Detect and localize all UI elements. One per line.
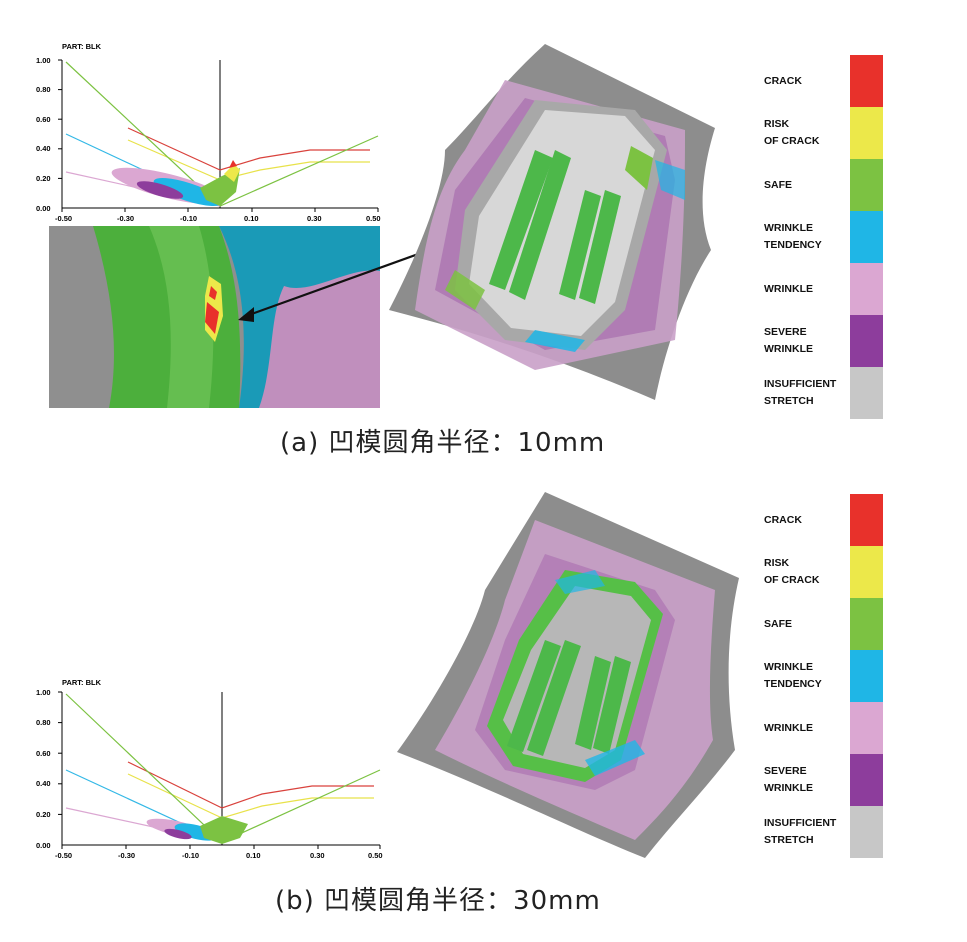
- legend-swatch-wrinkle-tendency: [850, 211, 883, 263]
- legend-item-wrinkle: WRINKLE: [760, 702, 960, 754]
- legend-swatch-risk: [850, 546, 883, 598]
- x-tick: 0.30: [310, 851, 325, 860]
- legend-label: SEVERE WRINKLE: [764, 765, 813, 794]
- x-tick: -0.50: [55, 214, 72, 223]
- y-tick: 0.60: [36, 115, 51, 124]
- legend-swatch-wrinkle: [850, 702, 883, 754]
- legend-label: WRINKLE: [764, 282, 813, 295]
- flc-risk-curve: [127, 139, 370, 181]
- x-tick: 0.10: [244, 214, 259, 223]
- flc-crack-curve: [127, 761, 374, 809]
- panel-a: PART: BLK 1.00 0.80 0.60 0.40 0.20 0.00 …: [0, 0, 967, 470]
- flc-part-label: PART: BLK: [62, 678, 102, 687]
- legend-item-risk-of-crack: RISK OF CRACK: [760, 107, 960, 159]
- legend-label: INSUFFICIENT STRETCH: [764, 378, 837, 407]
- legend-item-insufficient-stretch: INSUFFICIENT STRETCH: [760, 806, 960, 858]
- legend-item-safe: SAFE: [760, 598, 960, 650]
- legend-swatch-wrinkle-tendency: [850, 650, 883, 702]
- y-tick: 0.60: [36, 749, 51, 758]
- legend-item-crack: CRACK: [760, 494, 960, 546]
- x-tick: 0.50: [366, 214, 381, 223]
- legend-item-insufficient-stretch: INSUFFICIENT STRETCH: [760, 367, 960, 419]
- legend-item-severe-wrinkle: SEVERE WRINKLE: [760, 754, 960, 806]
- legend-swatch-safe: [850, 159, 883, 211]
- x-tick: 0.10: [246, 851, 261, 860]
- legend-label: RISK OF CRACK: [764, 557, 820, 586]
- flc-part-label: PART: BLK: [62, 42, 102, 51]
- legend-item-crack: CRACK: [760, 55, 960, 107]
- legend-swatch-severe-wrinkle: [850, 315, 883, 367]
- legend-swatch-insufficient-stretch: [850, 806, 883, 858]
- legend-label: CRACK: [764, 74, 802, 87]
- flc-chart-b: PART: BLK 1.00 0.80 0.60 0.40 0.20 0.00 …: [36, 678, 383, 860]
- legend-label: INSUFFICIENT STRETCH: [764, 817, 837, 846]
- x-tick: -0.10: [180, 214, 197, 223]
- y-tick: 0.20: [36, 810, 51, 819]
- zoom-arrowhead: [238, 307, 254, 322]
- y-tick: 0.40: [36, 144, 51, 153]
- x-tick: 0.30: [307, 214, 322, 223]
- y-tick: 1.00: [36, 688, 51, 697]
- legend-label: CRACK: [764, 513, 802, 526]
- x-tick: 0.50: [368, 851, 383, 860]
- flc-chart-a: PART: BLK 1.00 0.80 0.60 0.40 0.20 0.00 …: [36, 42, 381, 223]
- legend-label: WRINKLE TENDENCY: [764, 661, 822, 690]
- legend-label: SAFE: [764, 178, 793, 191]
- y-tick: 0.20: [36, 174, 51, 183]
- legend-item-severe-wrinkle: SEVERE WRINKLE: [760, 315, 960, 367]
- y-tick: 0.40: [36, 779, 51, 788]
- legend-label: WRINKLE: [764, 721, 813, 734]
- legend-label: RISK OF CRACK: [764, 118, 820, 147]
- y-tick: 0.80: [36, 85, 51, 94]
- zoom-inset-a: [49, 226, 380, 408]
- caption-a: (a) 凹模圆角半径：10mm: [280, 428, 606, 458]
- legend-label: WRINKLE TENDENCY: [764, 222, 822, 251]
- legend-swatch-risk: [850, 107, 883, 159]
- x-tick: -0.30: [118, 851, 135, 860]
- part-render-b: [397, 492, 739, 858]
- legend-item-risk-of-crack: RISK OF CRACK: [760, 546, 960, 598]
- legend-item-wrinkle-tendency: WRINKLE TENDENCY: [760, 650, 960, 702]
- flc-risk-curve: [127, 773, 374, 819]
- part-render-a: [389, 44, 715, 400]
- caption-b: (b) 凹模圆角半径：30mm: [275, 886, 601, 916]
- legend-label: SEVERE WRINKLE: [764, 326, 813, 355]
- legend-label: SAFE: [764, 617, 793, 630]
- flc-crack-curve: [127, 127, 370, 171]
- y-tick: 1.00: [36, 56, 51, 65]
- legend-swatch-crack: [850, 55, 883, 107]
- flc-ticks-a: [58, 59, 379, 212]
- y-tick: 0.00: [36, 841, 51, 850]
- legend-swatch-insufficient-stretch: [850, 367, 883, 419]
- legend-swatch-wrinkle: [850, 263, 883, 315]
- x-tick: -0.50: [55, 851, 72, 860]
- x-tick: -0.10: [182, 851, 199, 860]
- legend-swatch-crack: [850, 494, 883, 546]
- y-tick: 0.00: [36, 204, 51, 213]
- y-tick: 0.80: [36, 718, 51, 727]
- legend-swatch-severe-wrinkle: [850, 754, 883, 806]
- flc-ticks-b: [58, 691, 381, 849]
- legend-item-safe: SAFE: [760, 159, 960, 211]
- panel-b: PART: BLK 1.00 0.80 0.60 0.40 0.20 0.00 …: [0, 470, 967, 942]
- x-tick: -0.30: [117, 214, 134, 223]
- legend-item-wrinkle: WRINKLE: [760, 263, 960, 315]
- legend-item-wrinkle-tendency: WRINKLE TENDENCY: [760, 211, 960, 263]
- legend-swatch-safe: [850, 598, 883, 650]
